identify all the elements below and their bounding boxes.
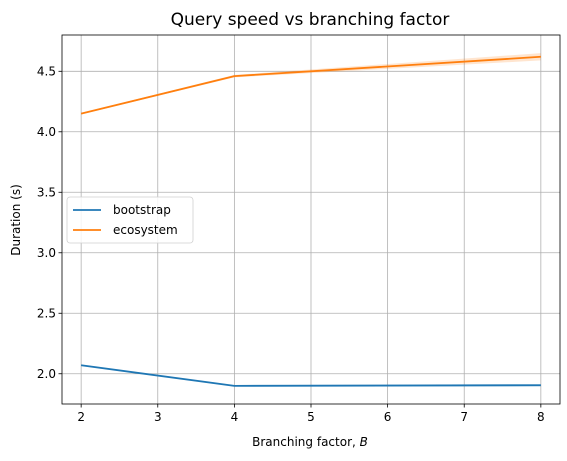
x-tick-label: 8 bbox=[537, 410, 545, 424]
legend-label-bootstrap: bootstrap bbox=[113, 203, 171, 217]
bootstrap-line bbox=[81, 364, 541, 387]
x-tick-label: 4 bbox=[231, 410, 239, 424]
y-axis-label: Duration (s) bbox=[9, 184, 23, 256]
y-axis: 2.0 2.5 3.0 3.5 4.0 4.5 bbox=[37, 64, 62, 381]
x-axis: 2 3 4 5 6 7 8 bbox=[77, 404, 545, 424]
x-tick-label: 5 bbox=[307, 410, 315, 424]
y-tick-label: 3.5 bbox=[37, 185, 56, 199]
y-tick-label: 4.5 bbox=[37, 64, 56, 78]
y-tick-label: 3.0 bbox=[37, 246, 56, 260]
y-tick-label: 2.0 bbox=[37, 367, 56, 381]
series-lines bbox=[80, 55, 541, 387]
legend-box bbox=[66, 196, 194, 244]
y-tick-label: 4.0 bbox=[37, 125, 56, 139]
x-axis-label-var: B bbox=[360, 435, 368, 449]
x-tick-label: 2 bbox=[77, 410, 85, 424]
x-tick-label: 3 bbox=[154, 410, 162, 424]
ecosystem-line bbox=[80, 55, 541, 115]
x-axis-label: Branching factor, B bbox=[252, 435, 368, 449]
legend: bootstrap ecosystem bbox=[66, 196, 194, 244]
x-axis-label-text: Branching factor, bbox=[252, 435, 359, 449]
y-tick-label: 2.5 bbox=[37, 306, 56, 320]
x-tick-label: 6 bbox=[384, 410, 392, 424]
x-tick-label: 7 bbox=[460, 410, 468, 424]
legend-label-ecosystem: ecosystem bbox=[113, 223, 178, 237]
chart-title: Query speed vs branching factor bbox=[171, 10, 450, 30]
